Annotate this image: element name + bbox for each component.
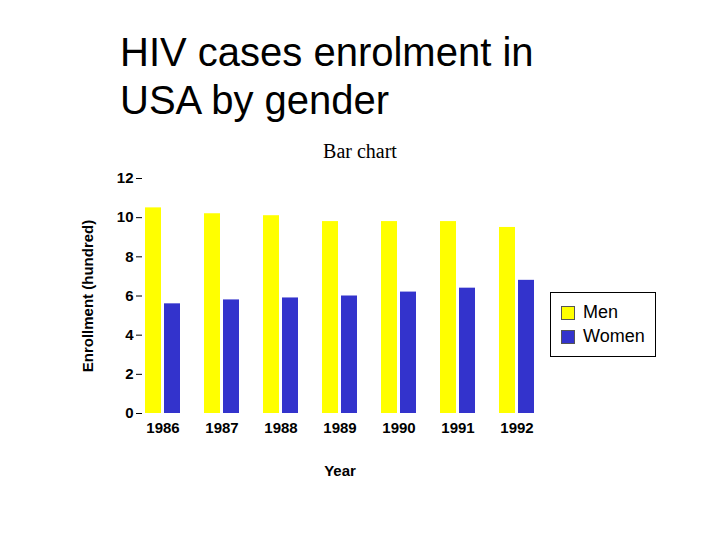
svg-text:1988: 1988 xyxy=(264,419,297,436)
html-text:Men: Men xyxy=(583,302,618,322)
svg-text:Enrollment (hundred): Enrollment (hundred) xyxy=(79,220,96,373)
svg-text:1992: 1992 xyxy=(500,419,533,436)
svg-text:6: 6 xyxy=(125,287,133,304)
svg-text:1987: 1987 xyxy=(205,419,238,436)
svg-text:12: 12 xyxy=(117,169,134,186)
svg-text:2: 2 xyxy=(125,365,133,382)
svg-text:10: 10 xyxy=(117,208,134,225)
svg-text:0: 0 xyxy=(125,404,133,421)
svg-text:Year: Year xyxy=(324,462,356,479)
svg-text:1990: 1990 xyxy=(382,419,415,436)
html-text:Women: Women xyxy=(583,326,645,346)
html-text:HIV cases enrolment in USA by: HIV cases enrolment in USA by gender xyxy=(120,30,534,122)
svg-text:1989: 1989 xyxy=(323,419,356,436)
html-text:Bar chart: Bar chart xyxy=(323,140,397,162)
svg-text:1986: 1986 xyxy=(146,419,179,436)
svg-text:1991: 1991 xyxy=(441,419,474,436)
svg-text:4: 4 xyxy=(125,326,134,343)
svg-text:8: 8 xyxy=(125,248,133,265)
